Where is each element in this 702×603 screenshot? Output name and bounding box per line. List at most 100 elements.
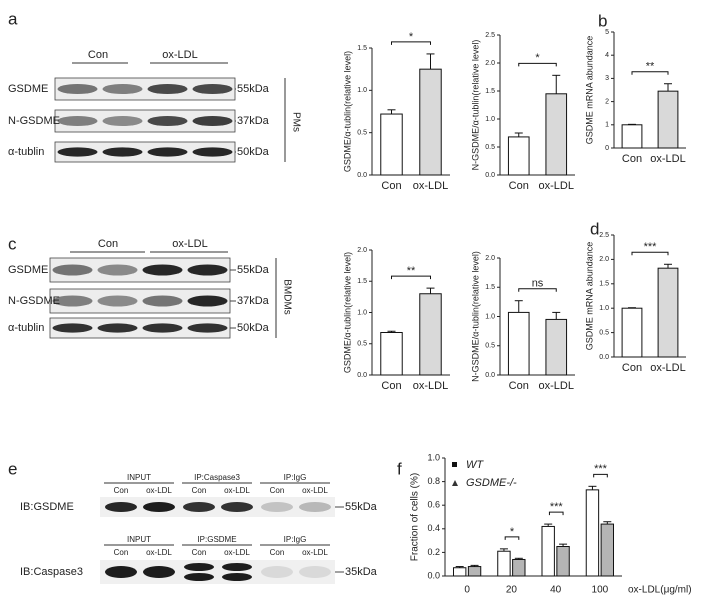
y-tick-label: 1.0: [357, 87, 367, 94]
x-tick-label: Con: [381, 180, 401, 192]
row-label: N-GSDME: [8, 115, 60, 127]
y-tick-label: 0.5: [357, 130, 367, 137]
size-label: 55kDa: [237, 83, 270, 95]
legend-label: WT: [466, 459, 484, 471]
lane-label: Con: [192, 548, 207, 557]
sig-label: *: [535, 52, 540, 64]
ib-label: IB:GSDME: [20, 501, 74, 513]
size-label: 35kDa: [345, 566, 378, 578]
x-tick-label: ox-LDL: [650, 153, 685, 165]
sig-bracket: [631, 251, 669, 256]
y-axis-label: GSDME mRNA abundance: [584, 242, 594, 351]
blot-band: [184, 563, 214, 571]
blot-band: [261, 566, 293, 578]
y-tick-label: 1.0: [485, 116, 495, 123]
bar: [657, 267, 679, 358]
blot-band: [187, 264, 228, 276]
y-tick-label: 1.5: [599, 281, 609, 288]
sig-bracket: [518, 62, 557, 67]
group-label: ox-LDL: [162, 49, 197, 61]
bar: [380, 332, 403, 376]
lane-label: Con: [270, 486, 285, 495]
blot-band: [57, 83, 98, 95]
x-tick-label: ox-LDL: [539, 180, 574, 192]
sig-bracket: [391, 41, 431, 45]
y-tick-label: 2.0: [599, 256, 609, 263]
blot-band: [147, 115, 188, 127]
lane-label: ox-LDL: [224, 548, 250, 557]
panel-label: c: [8, 234, 17, 253]
bar: [621, 307, 643, 358]
bar: [600, 523, 615, 577]
bar: [541, 525, 555, 577]
panel-label: e: [8, 459, 17, 478]
bar: [380, 113, 403, 176]
bar: [419, 293, 442, 376]
cell-label: BMDMs: [281, 279, 292, 315]
ip-header: INPUT: [127, 535, 151, 544]
blot-band: [142, 295, 183, 307]
bar: [507, 136, 530, 176]
y-tick-label: 0.0: [427, 570, 440, 580]
sig-bracket: [504, 536, 520, 540]
x-tick-label: Con: [381, 380, 401, 392]
y-tick-label: 1: [605, 122, 609, 129]
y-tick-label: 0.8: [427, 476, 440, 486]
x-tick-label: 100: [592, 585, 609, 596]
lane-label: Con: [114, 548, 129, 557]
y-tick-label: 1.5: [485, 88, 495, 95]
x-tick-label: ox-LDL: [413, 380, 448, 392]
sig-bracket: [548, 511, 564, 516]
blot-band: [52, 264, 93, 276]
y-tick-label: 4: [605, 52, 609, 59]
y-tick-label: 0.5: [485, 144, 495, 151]
bar: [545, 318, 568, 376]
row-label: GSDME: [8, 264, 48, 276]
y-tick-label: 0.5: [357, 341, 367, 348]
lane-label: ox-LDL: [146, 548, 172, 557]
y-axis-label: Fraction of cells (%): [410, 473, 421, 561]
blot-strip: [100, 497, 335, 517]
y-tick-label: 1.0: [599, 305, 609, 312]
ib-label: IB:Caspase3: [20, 566, 83, 578]
blot-band: [184, 573, 214, 581]
panel-label: d: [590, 219, 599, 238]
blot-band: [102, 147, 143, 157]
group-label: Con: [98, 238, 118, 250]
y-tick-label: 2.0: [357, 247, 367, 254]
sig-label: **: [646, 61, 655, 73]
y-tick-label: 1.5: [357, 45, 367, 52]
y-tick-label: 0.5: [485, 343, 495, 350]
blot-band: [57, 115, 98, 127]
panel-label: f: [397, 459, 402, 478]
ip-header: IP:GSDME: [197, 535, 236, 544]
size-label: 50kDa: [237, 322, 270, 334]
y-axis-label: N-GSDME/α-tublin(relative level): [470, 40, 480, 171]
y-tick-label: 0: [605, 145, 609, 152]
ip-header: IP:IgG: [284, 473, 307, 482]
sig-bracket: [593, 473, 608, 478]
ip-header: IP:Caspase3: [194, 473, 240, 482]
sig-label: *: [510, 526, 515, 538]
blot-band: [142, 264, 183, 276]
lane-label: ox-LDL: [302, 548, 328, 557]
panel-label: b: [598, 11, 607, 30]
x-axis-label: ox-LDL(μg/ml): [628, 585, 692, 596]
blot-band: [147, 83, 188, 95]
y-axis-label: N-GSDME/α-tublin(relative level): [470, 251, 480, 382]
blot-band: [52, 295, 93, 307]
blot-band: [97, 264, 138, 276]
blot-band: [102, 115, 143, 127]
size-label: 55kDa: [237, 264, 270, 276]
lane-label: Con: [192, 486, 207, 495]
y-tick-label: 1.0: [427, 452, 440, 462]
row-label: α-tublin: [8, 322, 44, 334]
sig-label: ***: [644, 241, 658, 253]
lane-label: ox-LDL: [146, 486, 172, 495]
y-tick-label: 0.6: [427, 500, 440, 510]
x-tick-label: Con: [622, 362, 642, 374]
blot-band: [105, 566, 137, 578]
blot-band: [192, 83, 233, 95]
blot-band: [142, 323, 183, 333]
blot-band: [261, 502, 293, 512]
